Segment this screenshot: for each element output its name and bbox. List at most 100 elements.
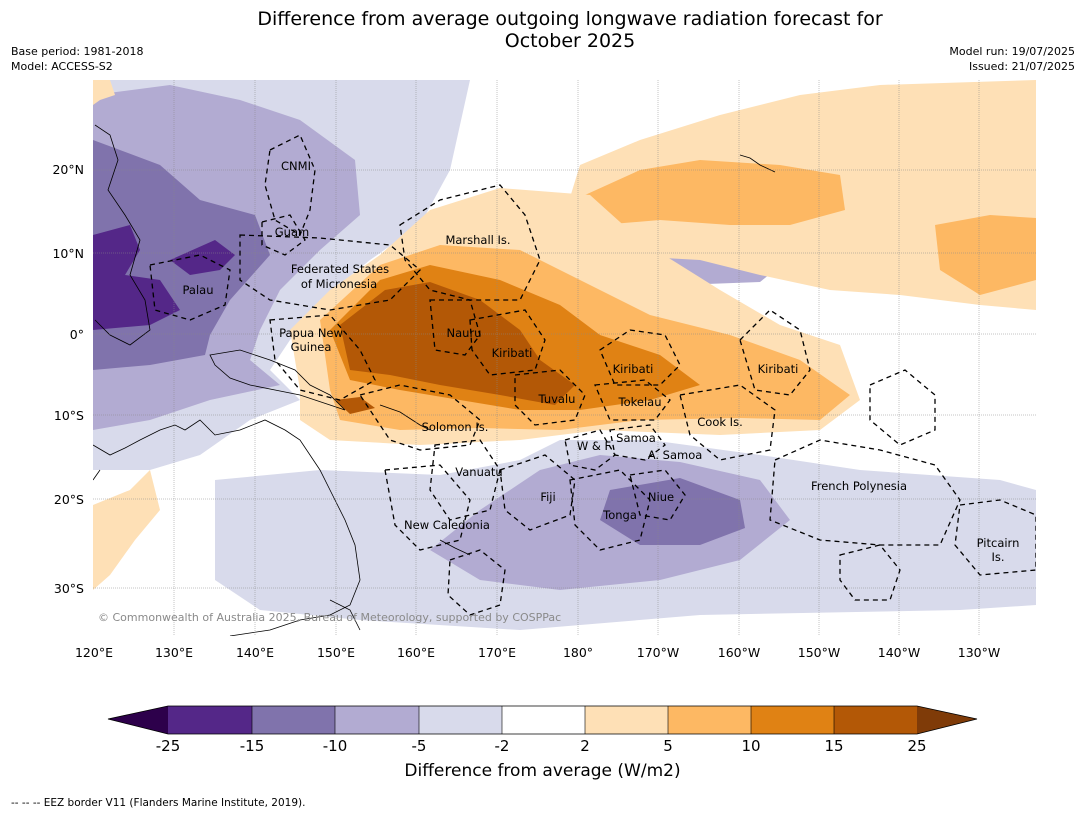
eez-cnmi — [264, 134, 316, 236]
colorbar-bin — [834, 706, 917, 734]
label-tuvalu: Tuvalu — [538, 392, 576, 406]
colorbar-tick: -2 — [495, 737, 510, 755]
coast-solomon — [379, 404, 431, 431]
lon-label: 170°E — [478, 645, 516, 660]
lon-label: 170°W — [637, 645, 679, 660]
coast-new-zealand-top — [329, 599, 361, 631]
region-labels: CNMI Guam Marshall Is. Federated States … — [183, 159, 1020, 564]
meta-right: Model run: 19/07/2025 Issued: 21/07/2025 — [949, 44, 1075, 74]
title-line-2: October 2025 — [504, 30, 636, 52]
colorbar-outline — [107, 705, 978, 735]
footer-note: -- -- -- EEZ border V11 (Flanders Marine… — [11, 797, 306, 809]
lat-label: 10°N — [52, 246, 84, 261]
colorbar-tick: 2 — [580, 737, 590, 755]
coast-australia — [93, 419, 361, 636]
field-p15-philippines — [170, 240, 235, 275]
lat-label: 0° — [70, 327, 84, 342]
colorbar-max-extension — [917, 706, 977, 734]
eez-tonga — [569, 469, 651, 551]
lon-label: 130°W — [958, 645, 1000, 660]
field-o2-australia — [93, 80, 160, 590]
eez-solomon — [358, 384, 481, 451]
colorbar-tick: 25 — [907, 737, 926, 755]
eez-guam — [261, 214, 306, 256]
eez-east-frpoly — [869, 369, 936, 446]
eez-palau — [149, 254, 231, 321]
label-newcal: New Caledonia — [404, 518, 490, 532]
colorbar-min-extension — [108, 706, 168, 734]
field-p15-palau — [93, 225, 180, 330]
label-nauru: Nauru — [447, 326, 482, 340]
colorbar-title: Difference from average (W/m2) — [404, 761, 681, 781]
lon-label: 180° — [563, 645, 593, 660]
label-kiribati-c: Kiribati — [613, 362, 654, 376]
colorbar-tick: 10 — [741, 737, 760, 755]
lon-label: 160°E — [397, 645, 435, 660]
eez-cook — [679, 384, 776, 461]
eez-borders — [149, 134, 1036, 616]
coast-new-caledonia — [439, 539, 471, 556]
label-niue: Niue — [648, 490, 674, 504]
label-pitcairn-2: Is. — [991, 550, 1004, 564]
label-kiribati-w: Kiribati — [492, 346, 533, 360]
coast-borneo-philippines — [94, 124, 151, 346]
lon-label: 120°E — [75, 645, 113, 660]
colorbar-tick: -15 — [240, 737, 265, 755]
label-fsm-1: Federated States — [291, 262, 389, 276]
lat-tick-labels: 20°N 10°N 0° 10°S 20°S 30°S — [52, 162, 84, 596]
lat-label: 20°N — [52, 162, 84, 177]
field-o5-northeast — [935, 215, 1036, 295]
field-p10-south — [600, 478, 745, 545]
lon-label: 140°E — [236, 645, 274, 660]
colorbar-ticks: -25 -15 -10 -5 -2 2 5 10 15 25 — [156, 737, 927, 755]
label-samoa: Samoa — [616, 431, 656, 445]
colorbar-bin — [751, 706, 834, 734]
coastlines — [93, 124, 776, 636]
copyright-notice: © Commonwealth of Australia 2025, Bureau… — [98, 611, 561, 624]
coast-png — [209, 349, 346, 411]
eez-kiribati-w — [469, 309, 546, 376]
colorbar-tick: 15 — [824, 737, 843, 755]
lon-tick-labels: 120°E 130°E 140°E 150°E 160°E 170°E 180°… — [75, 645, 1000, 660]
model-run: Model run: 19/07/2025 — [949, 45, 1075, 58]
eez-fsm — [239, 234, 421, 311]
label-frpoly: French Polynesia — [811, 479, 907, 493]
lon-label: 130°E — [155, 645, 193, 660]
colorbar-bin — [252, 706, 335, 734]
eez-vanuatu — [429, 439, 501, 521]
label-fiji: Fiji — [540, 490, 555, 504]
colorbar-bin — [585, 706, 668, 734]
lon-label: 160°W — [718, 645, 760, 660]
base-period: Base period: 1981-2018 — [11, 45, 144, 58]
lon-label: 150°W — [798, 645, 840, 660]
eez-tokelau — [594, 379, 671, 421]
eez-tuvalu — [514, 369, 586, 426]
colorbar-bin — [168, 706, 252, 734]
field-o5-north — [585, 160, 845, 225]
colorbar: -25 -15 -10 -5 -2 2 5 10 15 25 — [107, 705, 978, 755]
colorbar-tick: 5 — [663, 737, 673, 755]
eez-newcal — [384, 464, 471, 551]
lat-label: 10°S — [54, 408, 84, 423]
eez-marshall — [399, 184, 541, 301]
label-fsm-2: of Micronesia — [301, 277, 377, 291]
lat-label: 20°S — [54, 492, 84, 507]
map-plot-area: CNMI Guam Marshall Is. Federated States … — [93, 80, 1036, 636]
field-o15-png — [335, 397, 375, 414]
lon-label: 150°E — [317, 645, 355, 660]
label-cook: Cook Is. — [697, 415, 742, 429]
label-png-1: Papua New — [279, 326, 343, 340]
eez-fiji — [499, 454, 576, 531]
coast-hawaii — [739, 154, 776, 173]
label-tonga: Tonga — [602, 508, 637, 522]
eez-kiribati-c — [599, 329, 681, 386]
eez-niue — [629, 469, 686, 521]
gridlines — [93, 80, 1036, 636]
colorbar-tick: -10 — [323, 737, 348, 755]
chart-title: Difference from average outgoing longwav… — [170, 8, 970, 52]
colorbar-bin — [419, 706, 502, 734]
label-tokelau: Tokelau — [618, 395, 662, 409]
colorbar-bin — [335, 706, 419, 734]
label-kiribati-e: Kiribati — [758, 362, 799, 376]
